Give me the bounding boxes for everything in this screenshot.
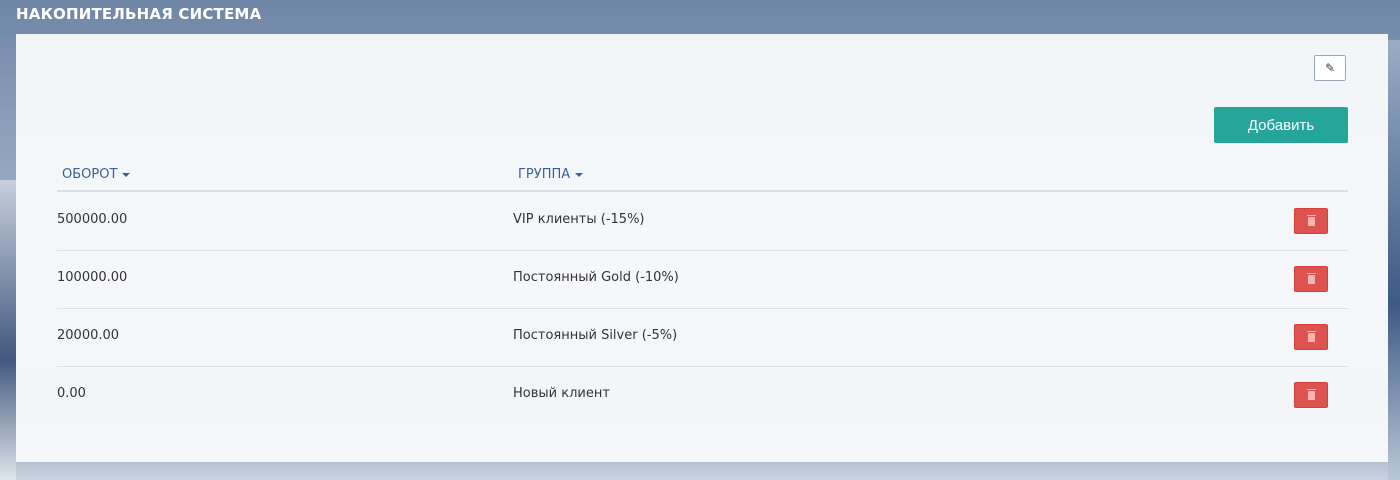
trash-icon bbox=[1306, 330, 1316, 342]
delete-button[interactable] bbox=[1294, 382, 1328, 408]
table-row: 20000.00 Постоянный Silver (-5%) bbox=[57, 308, 1348, 367]
edit-button[interactable]: ✎ bbox=[1314, 55, 1346, 81]
panel: ✎ Добавить ОБОРОТ ГРУППА 500000.00 VIP кл… bbox=[16, 34, 1388, 462]
background-right bbox=[1388, 40, 1400, 480]
pencil-icon: ✎ bbox=[1324, 61, 1336, 75]
page-title: НАКОПИТЕЛЬНАЯ СИСТЕМА bbox=[16, 5, 262, 23]
background-left bbox=[0, 180, 16, 480]
table-header: ОБОРОТ ГРУППА bbox=[57, 160, 1348, 192]
trash-icon bbox=[1306, 388, 1316, 400]
delete-button[interactable] bbox=[1294, 324, 1328, 350]
delete-button[interactable] bbox=[1294, 208, 1328, 234]
trash-icon bbox=[1306, 214, 1316, 226]
trash-icon bbox=[1306, 272, 1316, 284]
column-header-group[interactable]: ГРУППА bbox=[518, 167, 584, 182]
caret-down-icon bbox=[122, 172, 131, 177]
add-button[interactable]: Добавить bbox=[1214, 107, 1348, 143]
table-row: 500000.00 VIP клиенты (-15%) bbox=[57, 192, 1348, 251]
table-row: 0.00 Новый клиент bbox=[57, 366, 1348, 424]
table-row: 100000.00 Постоянный Gold (-10%) bbox=[57, 250, 1348, 309]
column-header-turnover[interactable]: ОБОРОТ bbox=[62, 167, 131, 182]
caret-down-icon bbox=[575, 172, 584, 177]
delete-button[interactable] bbox=[1294, 266, 1328, 292]
